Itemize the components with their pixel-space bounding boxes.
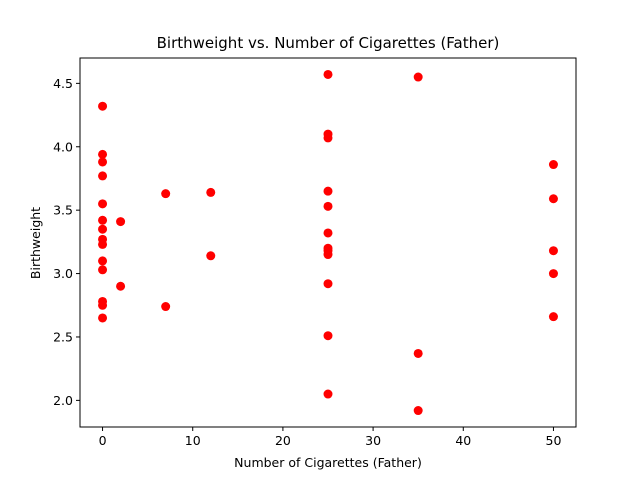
x-tick-label: 30 <box>365 433 381 448</box>
data-point <box>413 348 423 358</box>
data-point <box>323 186 333 196</box>
y-axis-label: Birthweight <box>28 207 43 279</box>
data-point <box>98 256 108 266</box>
x-tick-label: 10 <box>185 433 201 448</box>
data-point <box>413 406 423 416</box>
y-tick-label: 3.5 <box>53 203 73 218</box>
data-point <box>548 246 558 256</box>
data-point <box>98 224 108 234</box>
data-point <box>98 215 108 225</box>
data-point <box>98 313 108 323</box>
data-point <box>548 269 558 279</box>
y-tick-label: 4.0 <box>53 139 73 154</box>
data-point <box>98 239 108 249</box>
data-point <box>116 281 126 291</box>
y-tick-label: 2.5 <box>53 329 73 344</box>
data-point <box>413 72 423 82</box>
x-axis-label: Number of Cigarettes (Father) <box>234 455 422 470</box>
data-point <box>98 171 108 181</box>
data-point <box>548 312 558 322</box>
data-point <box>323 279 333 289</box>
data-point <box>98 300 108 310</box>
data-point <box>161 189 171 199</box>
y-axis-ticks: 2.0 2.5 3.0 3.5 4.0 4.5 <box>53 76 80 408</box>
data-point <box>323 201 333 211</box>
data-point <box>206 251 216 261</box>
x-axis-ticks: 0 10 20 30 40 50 <box>99 427 562 448</box>
data-point <box>548 160 558 170</box>
x-tick-label: 40 <box>455 433 471 448</box>
data-points <box>98 69 558 416</box>
data-point <box>206 187 216 197</box>
y-tick-label: 3.0 <box>53 266 73 281</box>
x-tick-label: 20 <box>275 433 291 448</box>
data-point <box>548 194 558 204</box>
data-point <box>98 157 108 167</box>
data-point <box>323 228 333 238</box>
data-point <box>323 250 333 260</box>
plot-frame <box>79 57 577 428</box>
x-tick-label: 0 <box>99 433 107 448</box>
y-tick-label: 2.0 <box>53 393 73 408</box>
data-point <box>161 302 171 312</box>
chart-title: Birthweight vs. Number of Cigarettes (Fa… <box>157 34 500 52</box>
data-point <box>116 217 126 227</box>
x-tick-label: 50 <box>546 433 562 448</box>
data-point <box>323 389 333 399</box>
data-point <box>98 101 108 111</box>
data-point <box>323 69 333 79</box>
data-point <box>98 265 108 275</box>
data-point <box>323 133 333 143</box>
data-point <box>323 331 333 341</box>
data-point <box>98 149 108 159</box>
data-point <box>98 199 108 209</box>
y-tick-label: 4.5 <box>53 76 73 91</box>
